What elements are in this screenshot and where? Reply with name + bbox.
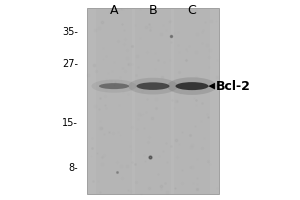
Text: 27-: 27- [62,59,78,69]
Text: 35-: 35- [62,27,78,37]
FancyBboxPatch shape [174,8,210,194]
Text: 15-: 15- [62,118,78,128]
Ellipse shape [136,82,169,90]
FancyBboxPatch shape [87,8,219,194]
Text: Bcl-2: Bcl-2 [216,80,251,93]
Text: B: B [149,4,157,18]
FancyBboxPatch shape [135,8,171,194]
Ellipse shape [128,78,178,94]
Ellipse shape [176,82,208,90]
Ellipse shape [167,77,217,95]
Text: 8-: 8- [68,163,78,173]
Ellipse shape [92,80,136,93]
Ellipse shape [99,83,129,89]
FancyBboxPatch shape [96,8,132,194]
Text: A: A [110,4,118,18]
Text: C: C [188,4,196,18]
